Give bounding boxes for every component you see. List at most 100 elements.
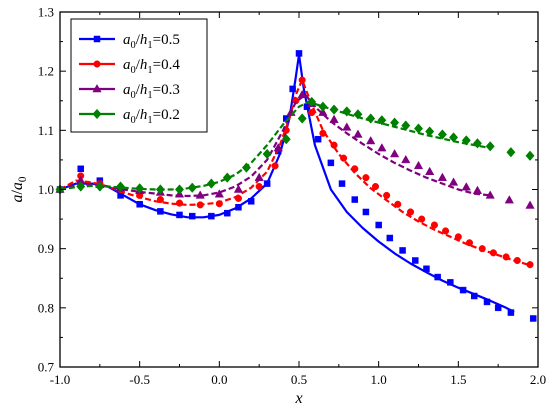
- legend-label-part: 0: [131, 90, 136, 101]
- data-point: [413, 123, 424, 134]
- legend-label: a0/h1=0.5: [123, 32, 180, 51]
- data-point: [215, 200, 223, 208]
- data-point: [117, 192, 124, 199]
- data-point: [298, 76, 306, 84]
- legend-label: a0/h1=0.3: [123, 82, 180, 101]
- data-point: [95, 181, 105, 192]
- data-point: [234, 194, 243, 202]
- legend-label-part: h: [140, 57, 148, 73]
- data-point: [430, 221, 438, 229]
- legend-label-part: a: [123, 32, 131, 48]
- data-point: [342, 106, 352, 117]
- data-point: [525, 150, 535, 161]
- data-point: [394, 200, 402, 208]
- data-point: [425, 126, 435, 137]
- series-line: [59, 93, 491, 198]
- legend-label-part: =0.3: [153, 82, 180, 98]
- data-point: [442, 227, 450, 235]
- data-point: [485, 141, 495, 152]
- legend-label-part: h: [140, 107, 148, 123]
- y-tick-label: 1.3: [38, 5, 54, 20]
- data-point: [295, 50, 303, 57]
- data-point: [351, 165, 359, 173]
- y-tick-label: 0.9: [38, 241, 54, 256]
- data-point: [449, 132, 459, 143]
- y-tick-label: 1.2: [38, 64, 54, 79]
- y-axis-label: a/a0: [9, 176, 29, 202]
- data-point: [459, 286, 467, 294]
- legend-label-part: a: [123, 107, 131, 123]
- y-tick-label: 0.7: [38, 360, 55, 375]
- x-tick-label: 1.5: [450, 372, 466, 387]
- legend: a0/h1=0.5a0/h1=0.4a0/h1=0.3a0/h1=0.2: [70, 18, 208, 133]
- y-tick-label: 0.8: [38, 300, 54, 315]
- data-point: [513, 256, 521, 265]
- data-point: [437, 172, 448, 181]
- data-point: [366, 135, 376, 145]
- legend-label-part: /: [136, 82, 141, 98]
- data-point: [297, 113, 307, 124]
- data-point: [371, 182, 380, 191]
- data-point: [406, 208, 415, 216]
- data-point: [362, 174, 370, 182]
- data-point: [262, 148, 272, 160]
- data-point: [401, 120, 411, 131]
- data-point: [472, 185, 483, 194]
- legend-label-part: =0.2: [153, 107, 180, 123]
- data-point: [314, 135, 322, 143]
- legend-label-part: /: [136, 57, 141, 73]
- data-point: [425, 166, 435, 175]
- legend-label-part: 1: [147, 90, 152, 101]
- legend-label-part: /: [136, 107, 141, 123]
- data-point: [136, 201, 143, 208]
- legend-box: [70, 18, 208, 133]
- data-point: [362, 208, 370, 216]
- data-point: [241, 162, 251, 173]
- data-point: [187, 182, 197, 193]
- data-point: [390, 117, 400, 128]
- legend-label-part: h: [140, 32, 148, 48]
- data-point: [412, 257, 419, 264]
- x-tick-label: -0.5: [129, 372, 150, 387]
- legend-label-part: 1: [147, 40, 152, 51]
- legend-label-part: =0.4: [153, 57, 181, 73]
- data-point: [329, 104, 339, 115]
- data-point: [485, 190, 495, 199]
- legend-label: a0/h1=0.2: [123, 107, 180, 126]
- data-point: [156, 196, 164, 204]
- data-point: [448, 177, 459, 186]
- data-point: [529, 315, 537, 322]
- data-point: [116, 181, 126, 192]
- x-tick-label: 0.5: [291, 372, 307, 387]
- data-point: [206, 178, 216, 189]
- legend-marker: [93, 60, 101, 68]
- series-line: [59, 100, 491, 191]
- data-point: [423, 265, 430, 273]
- data-point: [353, 109, 363, 120]
- data-point: [454, 233, 462, 241]
- data-point: [483, 298, 491, 306]
- legend-label-part: /: [136, 32, 141, 48]
- legend-label: a0/h1=0.4: [123, 57, 180, 76]
- data-point: [506, 147, 516, 158]
- data-point: [399, 247, 406, 254]
- data-point: [386, 234, 394, 242]
- data-point: [447, 279, 454, 286]
- data-point: [308, 109, 316, 117]
- legend-label-part: 1: [147, 65, 152, 76]
- data-point: [401, 154, 411, 164]
- data-point: [273, 143, 283, 152]
- series-layer: [55, 50, 537, 322]
- data-point: [377, 143, 387, 152]
- data-point: [526, 261, 534, 269]
- legend-label-part: 0: [131, 65, 136, 76]
- y-axis-label-part: /: [9, 190, 26, 195]
- data-point: [307, 96, 317, 108]
- legend-marker: [92, 83, 102, 93]
- legend-marker: [93, 35, 101, 43]
- data-point: [214, 189, 224, 198]
- data-point: [319, 129, 327, 137]
- data-point: [502, 253, 510, 261]
- data-point: [247, 198, 255, 205]
